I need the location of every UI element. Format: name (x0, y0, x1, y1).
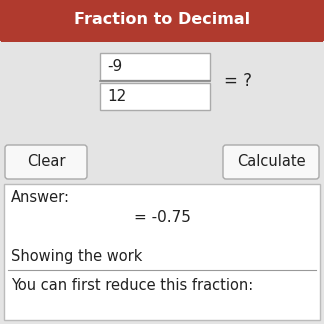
Text: Calculate: Calculate (237, 155, 305, 169)
Bar (100, 83, 210, 110)
Text: Showing the work: Showing the work (11, 249, 142, 263)
Text: Clear: Clear (27, 155, 65, 169)
Bar (100, 53, 210, 80)
Text: -9: -9 (107, 59, 122, 74)
Text: 12: 12 (107, 89, 126, 104)
Text: Answer:: Answer: (11, 190, 70, 204)
FancyBboxPatch shape (0, 0, 324, 41)
FancyBboxPatch shape (223, 145, 319, 179)
Text: Fraction to Decimal: Fraction to Decimal (74, 13, 250, 28)
Text: = ?: = ? (224, 73, 252, 90)
Bar (4, 184, 320, 320)
FancyBboxPatch shape (5, 145, 87, 179)
Text: = -0.75: = -0.75 (133, 211, 191, 226)
Bar (1, 30, 323, 42)
Text: You can first reduce this fraction:: You can first reduce this fraction: (11, 279, 253, 294)
